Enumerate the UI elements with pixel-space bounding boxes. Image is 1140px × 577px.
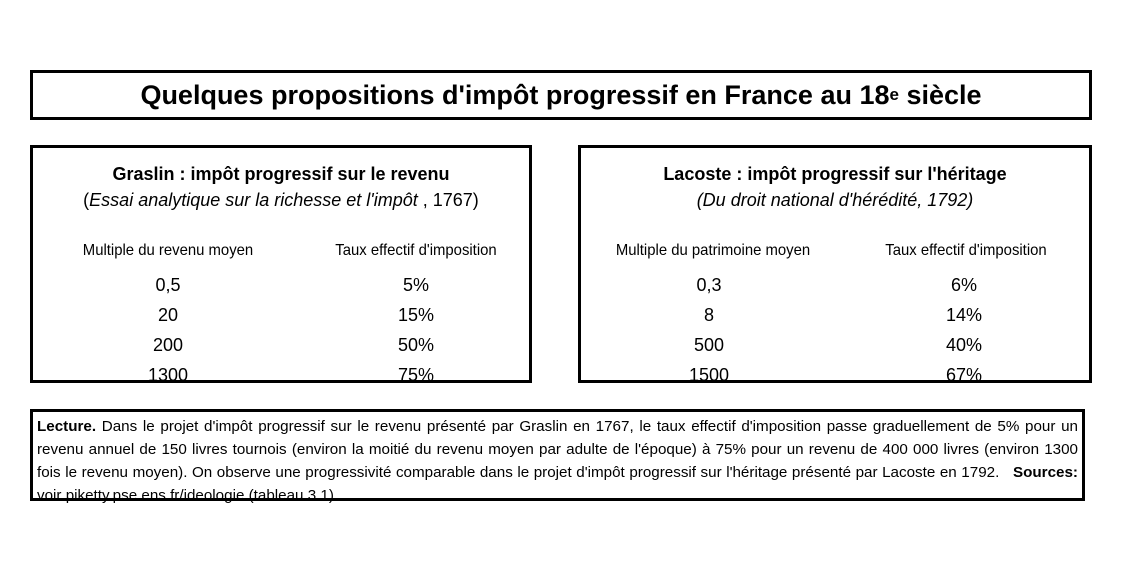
column-header-rate: Taux effectif d'imposition [885, 242, 1047, 259]
lacoste-panel: Lacoste : impôt progressif sur l'héritag… [578, 145, 1092, 385]
panel-subtitle: (Du droit national d'hérédité, 1792) [696, 190, 974, 210]
title-suffix: siècle [898, 79, 982, 110]
subtitle-open-paren: ( [83, 190, 90, 210]
column-header-rate: Taux effectif d'imposition [335, 242, 497, 259]
table-cell-multiple: 500 [693, 335, 725, 355]
title-main: Quelques propositions d'impôt progressif… [140, 79, 890, 110]
subtitle-year: , 1767) [417, 190, 479, 210]
table-cell-rate: 6% [950, 275, 977, 295]
table-cell-multiple: 1300 [147, 365, 189, 385]
title-box: Quelques propositions d'impôt progressif… [30, 70, 1092, 120]
subtitle-book-title: Essai analytique sur la richesse et l'im… [89, 190, 418, 210]
table-cell-rate: 15% [397, 305, 435, 325]
lecture-label: Lecture. [37, 418, 97, 435]
column-header-multiple: Multiple du patrimoine moyen [615, 242, 811, 259]
table-cell-rate: 40% [945, 335, 983, 355]
reading-note: Lecture. Dans le projet d'impôt progress… [30, 409, 1085, 504]
table-cell-multiple: 8 [703, 305, 714, 325]
page-title: Quelques propositions d'impôt progressif… [140, 80, 981, 111]
table-cell-multiple: 1500 [688, 365, 730, 385]
table-cell-rate: 5% [402, 275, 429, 295]
panel-subtitle: (Essai analytique sur la richesse et l'i… [33, 190, 529, 211]
table-cell-multiple: 20 [157, 305, 179, 325]
title-superscript: e [889, 84, 899, 104]
sources-label: Sources: [1013, 464, 1078, 481]
table-cell-rate: 75% [397, 365, 435, 385]
panel-title: Lacoste : impôt progressif sur l'héritag… [663, 164, 1007, 184]
table-cell-rate: 50% [397, 335, 435, 355]
table-cell-rate: 14% [945, 305, 983, 325]
column-header-multiple: Multiple du revenu moyen [82, 242, 254, 259]
table-cell-multiple: 0,3 [696, 275, 722, 295]
table-cell-rate: 67% [945, 365, 983, 385]
graslin-panel: Graslin : impôt progressif sur le revenu… [30, 145, 532, 385]
lecture-text: Dans le projet d'impôt progressif sur le… [37, 418, 1078, 481]
panel-title: Graslin : impôt progressif sur le revenu [112, 164, 450, 184]
sources-text: voir piketty.pse.ens.fr/ideologie (table… [37, 487, 339, 504]
table-cell-multiple: 0,5 [155, 275, 181, 295]
table-cell-multiple: 200 [152, 335, 184, 355]
